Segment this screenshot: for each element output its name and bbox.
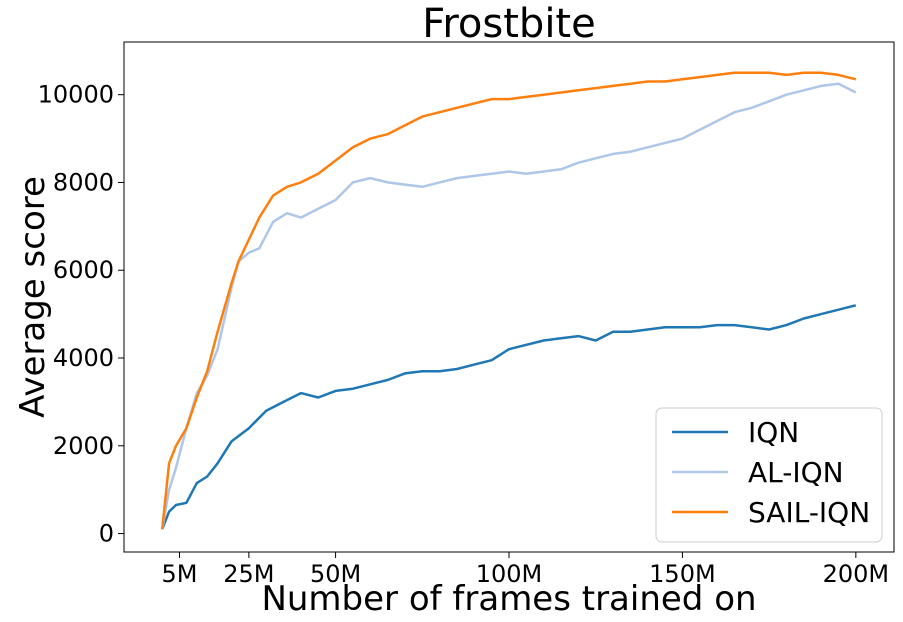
x-tick-label: 200M xyxy=(823,560,890,588)
y-tick-label: 10000 xyxy=(38,81,114,109)
legend-label-al-iqn: AL-IQN xyxy=(748,456,844,489)
x-tick-label: 100M xyxy=(476,560,543,588)
legend-label-iqn: IQN xyxy=(748,416,799,449)
x-axis-label: Number of frames trained on xyxy=(261,579,756,619)
legend-label-sail-iqn: SAIL-IQN xyxy=(748,496,870,529)
chart-legend: IQN AL-IQN SAIL-IQN xyxy=(655,407,883,543)
series-layer xyxy=(160,71,857,530)
series-line-iqn xyxy=(161,304,857,530)
x-tick-label: 50M xyxy=(310,560,361,588)
x-tick-label: 5M xyxy=(162,560,198,588)
x-tick-label: 25M xyxy=(223,560,274,588)
y-tick-label: 8000 xyxy=(53,168,114,196)
y-tick-label: 2000 xyxy=(53,432,114,460)
y-axis-ticks: 0 2000 4000 6000 8000 10000 xyxy=(38,81,124,548)
y-axis-label: Average score xyxy=(13,176,53,418)
legend-box xyxy=(655,407,883,543)
x-tick-label: 150M xyxy=(649,560,716,588)
x-axis-ticks: 5M 25M 50M 100M 150M 200M xyxy=(162,552,890,588)
y-tick-label: 4000 xyxy=(53,344,114,372)
y-tick-label: 0 xyxy=(99,520,114,548)
series-line-sail-iqn xyxy=(160,71,857,530)
y-tick-label: 6000 xyxy=(53,256,114,284)
chart-title: Frostbite xyxy=(422,1,595,47)
